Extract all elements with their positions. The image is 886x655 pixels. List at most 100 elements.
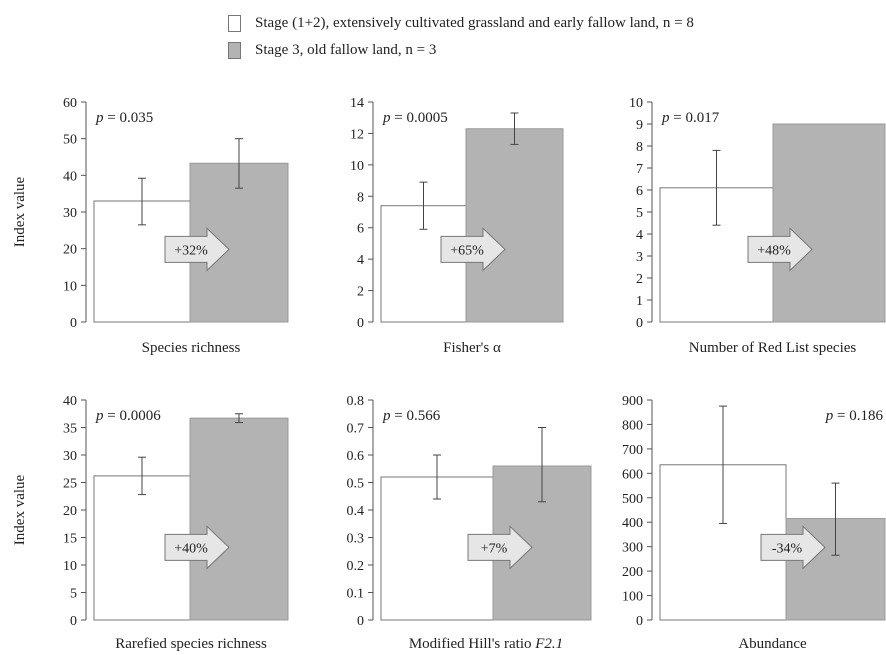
y-tick-label: 2 [636, 272, 643, 287]
panel-title-text: Number of Red List species [689, 340, 857, 356]
y-tick-label: 0 [636, 316, 643, 331]
arrow-shape [440, 227, 506, 272]
panel-title-text: Species richness [142, 340, 241, 356]
legend-swatch-stage3 [228, 42, 241, 59]
change-label: +48% [757, 243, 791, 258]
y-tick-label: 0.3 [347, 532, 365, 547]
y-tick-label: 0.4 [347, 504, 365, 519]
y-tick-label: 400 [622, 516, 643, 531]
y-tick-label: 9 [636, 118, 643, 133]
change-label: +32% [174, 243, 208, 258]
y-tick-label: 5 [636, 206, 643, 221]
panel-title-text: Fisher's α [443, 340, 501, 356]
y-tick-label: 800 [622, 418, 643, 433]
panel-title-text: Rarefied species richness [115, 636, 267, 652]
change-arrow: +65% [440, 227, 506, 272]
p-number: = 0.035 [104, 110, 154, 126]
p-value: p = 0.0005 [382, 110, 448, 126]
bar-stage3 [189, 417, 289, 621]
chart-panel-3: 0 1 2 3 4 5 6 7 8 9 10 p = 0.017 +48% Number of Red L… [629, 96, 886, 356]
change-arrow: -34% [760, 525, 826, 570]
panel-title: Fisher's α [443, 340, 501, 356]
y-tick-label: 10 [629, 96, 643, 111]
y-axis-label: Index value [12, 474, 28, 545]
y-tick-label: 35 [63, 422, 77, 437]
chart-panel-2: 0 2 4 6 8 10 12 14 p = 0.0005 +65% Fisher's α [350, 96, 564, 356]
y-tick-label: 20 [63, 243, 77, 258]
p-value: p = 0.035 [95, 110, 153, 126]
p-symbol: p [825, 408, 834, 424]
y-tick-label: 0.7 [347, 422, 365, 437]
bar-stage3 [465, 128, 564, 323]
y-tick-label: 10 [63, 279, 77, 294]
panel-title: Abundance [738, 636, 807, 652]
legend: Stage (1+2), extensively cultivated gras… [228, 10, 878, 64]
y-tick-label: 0 [357, 614, 364, 629]
y-tick-label: 0.8 [347, 394, 365, 409]
y-tick-label: 3 [636, 250, 643, 265]
arrow-shape [164, 227, 230, 272]
p-symbol: p [382, 408, 391, 424]
y-tick-label: 30 [63, 206, 77, 221]
y-tick-label: 25 [63, 477, 77, 492]
y-tick-label: 7 [636, 162, 643, 177]
change-label: +7% [481, 541, 508, 556]
arrow-shape [467, 525, 533, 570]
y-tick-label: 1 [636, 294, 643, 309]
y-tick-label: 40 [63, 169, 77, 184]
chart-panel-1: 0 10 20 30 40 50 60 Index value p = 0.035 +32% Spe… [12, 96, 289, 356]
change-arrow: +7% [467, 525, 533, 570]
chart-panel-5: 0 0.1 0.2 0.3 0.4 0.5 0.6 0.7 0.8 p = 0.566 +7% Mod… [347, 394, 592, 652]
y-tick-label: 2 [357, 285, 364, 300]
y-tick-label: 6 [357, 222, 364, 237]
y-tick-label: 14 [350, 96, 364, 111]
y-tick-label: 40 [63, 394, 77, 409]
y-tick-label: 0.5 [347, 477, 365, 492]
y-tick-label: 8 [636, 140, 643, 155]
chart-panel-4: 0 5 10 15 20 25 30 35 40 Index value p = 0.0006 +40… [12, 394, 289, 652]
y-tick-label: 200 [622, 565, 643, 580]
y-tick-label: 700 [622, 443, 643, 458]
panel-title-text: Modified Hill's ratio [409, 636, 535, 652]
p-number: = 0.566 [391, 408, 441, 424]
y-axis-label: Index value [12, 176, 28, 247]
y-tick-label: 0 [70, 316, 77, 331]
y-tick-label: 20 [63, 504, 77, 519]
arrow-shape [164, 525, 230, 570]
change-label: +65% [450, 243, 484, 258]
p-symbol: p [95, 110, 104, 126]
legend-swatch-stage12 [228, 15, 241, 32]
p-number: = 0.186 [833, 408, 883, 424]
p-number: = 0.0006 [104, 408, 162, 424]
arrow-shape [760, 525, 826, 570]
y-tick-label: 900 [622, 394, 643, 409]
change-label: +40% [174, 541, 208, 556]
p-value: p = 0.566 [382, 408, 441, 424]
legend-label-stage3: Stage 3, old fallow land, n = 3 [255, 42, 437, 58]
change-arrow: +48% [747, 227, 813, 272]
y-tick-label: 0 [70, 614, 77, 629]
y-tick-label: 0.6 [347, 449, 365, 464]
p-value: p = 0.0006 [95, 408, 161, 424]
p-symbol: p [95, 408, 104, 424]
p-number: = 0.017 [670, 110, 720, 126]
legend-item-stage3: Stage 3, old fallow land, n = 3 [228, 37, 878, 64]
panel-title-text: Abundance [738, 636, 807, 652]
y-tick-label: 0 [357, 316, 364, 331]
legend-label-stage12: Stage (1+2), extensively cultivated gras… [255, 15, 694, 31]
y-tick-label: 50 [63, 133, 77, 148]
arrow-shape [747, 227, 813, 272]
y-tick-label: 12 [350, 127, 364, 142]
p-number: = 0.0005 [391, 110, 448, 126]
p-symbol: p [382, 110, 391, 126]
legend-item-stage12: Stage (1+2), extensively cultivated gras… [228, 10, 878, 37]
y-tick-label: 4 [357, 253, 364, 268]
y-tick-label: 4 [636, 228, 643, 243]
y-tick-label: 0.1 [347, 587, 365, 602]
change-label: -34% [772, 541, 803, 556]
y-tick-label: 8 [357, 190, 364, 205]
change-arrow: +40% [164, 525, 230, 570]
panel-title: Species richness [142, 340, 241, 356]
y-tick-label: 15 [63, 532, 77, 547]
